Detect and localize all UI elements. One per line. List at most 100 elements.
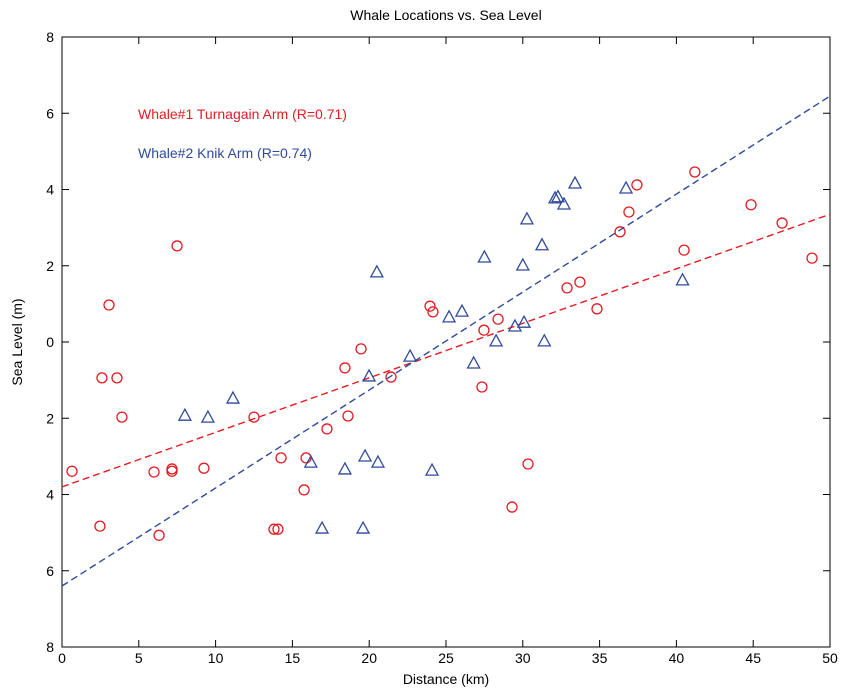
point	[567, 175, 583, 189]
point	[355, 520, 371, 534]
legend-label: Whale#1 Turnagain Arm (R=0.71)	[138, 106, 347, 122]
point	[268, 523, 280, 535]
x-tick-label: 30	[515, 650, 531, 666]
point	[94, 520, 106, 532]
x-tick-label: 45	[745, 650, 761, 666]
y-tick-label: 2	[46, 410, 54, 426]
point	[166, 465, 178, 477]
point	[547, 190, 563, 204]
x-tick-label: 35	[592, 650, 608, 666]
point	[574, 276, 586, 288]
x-tick-label: 0	[58, 650, 66, 666]
point	[111, 372, 123, 384]
point	[478, 324, 490, 336]
y-tick-label: 0	[46, 334, 54, 350]
point	[355, 343, 367, 355]
point	[385, 371, 397, 383]
point	[466, 355, 481, 369]
point	[515, 257, 530, 271]
point	[314, 520, 330, 534]
point	[561, 282, 573, 294]
x-tick-label: 5	[135, 650, 143, 666]
point	[678, 244, 690, 256]
point	[507, 318, 523, 332]
point	[591, 303, 603, 315]
point	[806, 252, 818, 264]
point	[300, 452, 312, 464]
point	[153, 529, 165, 541]
x-tick-label: 10	[208, 650, 224, 666]
point	[424, 462, 440, 476]
point	[66, 465, 78, 477]
point	[166, 463, 178, 475]
point	[369, 264, 384, 278]
point	[96, 372, 108, 384]
point	[550, 189, 566, 203]
y-axis-label: Sea Level (m)	[9, 298, 25, 385]
x-tick-label: 50	[822, 650, 838, 666]
y-tick-label: 2	[46, 258, 54, 274]
point	[275, 452, 287, 464]
x-tick-label: 20	[361, 650, 377, 666]
point	[177, 407, 192, 421]
point	[441, 309, 457, 323]
point	[516, 314, 532, 328]
y-tick-label: 4	[46, 487, 54, 503]
point	[488, 333, 504, 347]
point	[745, 199, 757, 211]
point	[272, 523, 284, 535]
point	[476, 381, 488, 393]
point	[361, 368, 377, 382]
point	[522, 458, 534, 470]
point	[454, 303, 470, 317]
point	[103, 299, 115, 311]
point	[631, 179, 643, 191]
point	[200, 409, 216, 423]
point	[225, 390, 241, 404]
point	[424, 300, 436, 312]
point	[534, 237, 550, 251]
point	[477, 249, 492, 263]
point	[689, 166, 701, 178]
point	[370, 454, 386, 468]
point	[298, 484, 310, 496]
point	[339, 362, 351, 374]
x-tick-label: 25	[438, 650, 454, 666]
x-axis-label: Distance (km)	[403, 671, 489, 687]
point	[198, 462, 210, 474]
point	[402, 348, 418, 362]
point	[248, 411, 260, 423]
point	[537, 333, 552, 347]
x-tick-label: 15	[285, 650, 301, 666]
y-tick-label: 6	[46, 563, 54, 579]
x-tick-label: 40	[669, 650, 685, 666]
point	[506, 501, 518, 513]
point	[776, 217, 788, 229]
point	[623, 206, 635, 218]
y-tick-label: 4	[46, 182, 54, 198]
point	[427, 306, 439, 318]
point	[321, 423, 333, 435]
point	[342, 410, 354, 422]
point	[357, 448, 373, 462]
point	[148, 466, 160, 478]
point	[492, 313, 504, 325]
y-tick-label: 8	[46, 29, 54, 45]
y-tick-label: 6	[46, 105, 54, 121]
point	[675, 272, 690, 286]
legend-label: Whale#2 Knik Arm (R=0.74)	[138, 145, 312, 161]
trend-line	[61, 213, 831, 488]
point	[556, 196, 572, 210]
plot-frame	[61, 36, 831, 648]
chart-title: Whale Locations vs. Sea Level	[350, 7, 541, 23]
trend-line	[61, 95, 831, 587]
point	[303, 454, 318, 468]
point	[337, 461, 353, 475]
point	[116, 411, 128, 423]
point	[171, 240, 183, 252]
point	[618, 180, 634, 194]
y-tick-label: 8	[46, 639, 54, 655]
point	[614, 226, 626, 238]
point	[519, 211, 535, 225]
